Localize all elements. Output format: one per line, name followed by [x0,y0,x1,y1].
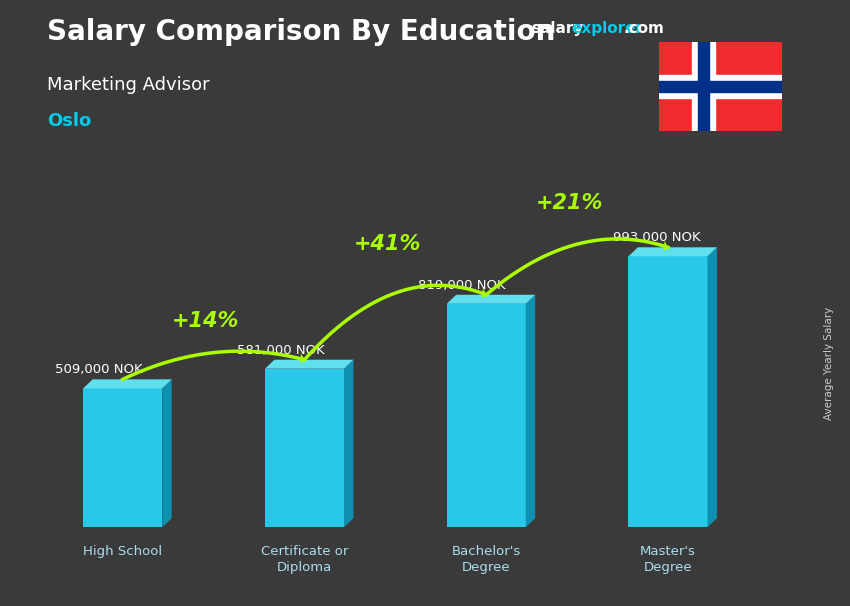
Text: 993,000 NOK: 993,000 NOK [613,231,700,244]
Polygon shape [83,379,172,388]
Text: 819,000 NOK: 819,000 NOK [418,279,506,291]
Polygon shape [482,288,486,299]
Polygon shape [707,247,717,527]
Text: Salary Comparison By Education: Salary Comparison By Education [47,18,555,46]
Polygon shape [447,304,526,527]
Text: 581,000 NOK: 581,000 NOK [236,344,324,357]
Polygon shape [628,247,717,256]
Polygon shape [83,388,162,527]
Text: 509,000 NOK: 509,000 NOK [54,364,143,376]
Text: explorer: explorer [571,21,643,36]
Text: Certificate or
Diploma: Certificate or Diploma [261,545,348,574]
Polygon shape [265,360,354,368]
Polygon shape [300,353,304,364]
Text: .com: .com [623,21,664,36]
Text: +41%: +41% [354,235,421,255]
Bar [659,81,782,92]
Text: Master's
Degree: Master's Degree [640,545,696,574]
Polygon shape [628,256,707,527]
Text: Marketing Advisor: Marketing Advisor [47,76,209,94]
Bar [659,75,782,98]
Text: salary: salary [531,21,584,36]
Polygon shape [526,295,536,527]
Text: High School: High School [83,545,162,558]
Text: Average Yearly Salary: Average Yearly Salary [824,307,834,420]
Polygon shape [162,379,172,527]
Text: +14%: +14% [172,311,240,331]
Polygon shape [344,360,354,527]
Bar [698,42,709,131]
Polygon shape [447,295,536,304]
Text: Bachelor's
Degree: Bachelor's Degree [451,545,521,574]
Text: +21%: +21% [536,193,603,213]
Polygon shape [265,368,344,527]
Bar [693,42,715,131]
Polygon shape [664,241,668,251]
Text: Oslo: Oslo [47,112,91,130]
